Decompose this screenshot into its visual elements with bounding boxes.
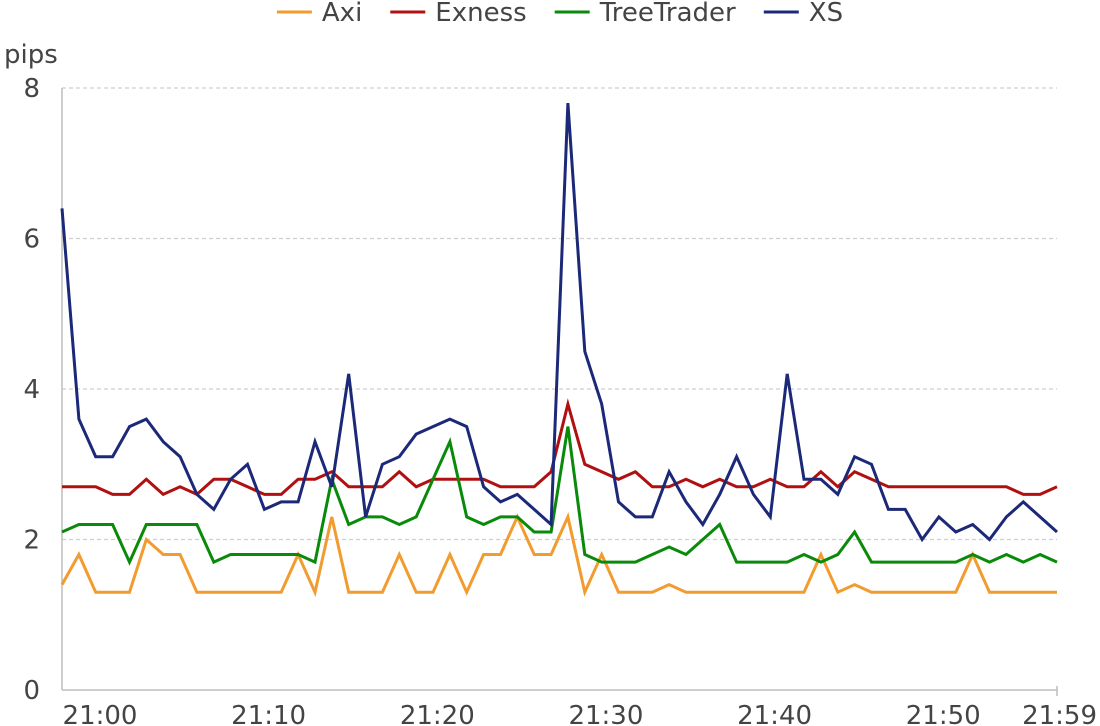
- legend-item-xs: XS: [763, 0, 843, 28]
- legend-label: Axi: [322, 0, 362, 28]
- series-line-xs: [60, 102, 1058, 543]
- series-line-exness: [62, 398, 1058, 497]
- legend-item-exness: Exness: [390, 0, 527, 28]
- chart-legend: Axi Exness TreeTrader XS: [276, 0, 843, 28]
- legend-label: Exness: [435, 0, 526, 28]
- y-axis-ticks: 0 2 4 6 8: [23, 74, 40, 706]
- x-tick-label: 21:20: [400, 701, 475, 726]
- y-axis-title: pips: [4, 40, 58, 70]
- legend-item-treetrader: TreeTrader: [554, 0, 736, 28]
- legend-item-axi: Axi: [276, 0, 362, 28]
- gridlines: [62, 87, 1057, 541]
- series-lines: [60, 102, 1058, 597]
- legend-label: XS: [809, 0, 843, 28]
- x-tick-label: 21:10: [231, 701, 306, 726]
- x-tick-label: 21:00: [63, 701, 138, 726]
- series-line-axi: [60, 512, 1057, 597]
- x-tick-label: 21:50: [906, 701, 981, 726]
- y-tick-label: 0: [23, 676, 40, 706]
- legend-label: TreeTrader: [599, 0, 736, 28]
- x-axis-ticks: 21:00 21:10 21:20 21:30 21:40 21:50 21:59: [63, 701, 1097, 726]
- y-tick-label: 8: [23, 74, 40, 104]
- axes: [61, 88, 1058, 696]
- y-tick-label: 4: [23, 375, 40, 405]
- x-tick-label: 21:59: [1022, 701, 1097, 726]
- x-tick-label: 21:30: [568, 701, 643, 726]
- y-tick-label: 2: [23, 526, 40, 556]
- y-tick-label: 6: [23, 225, 40, 255]
- x-tick-label: 21:40: [737, 701, 812, 726]
- series-line-treetrader: [61, 426, 1058, 566]
